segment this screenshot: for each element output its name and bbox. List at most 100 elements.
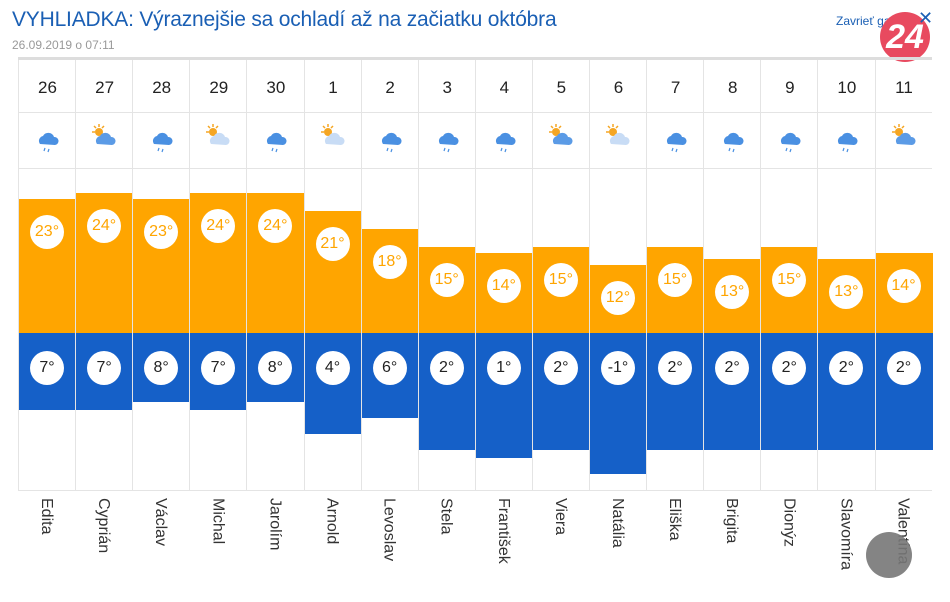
high-temp-bar: 15° [418,247,476,333]
day-number: 29 [209,78,229,97]
day-number: 7 [670,78,681,97]
low-temp-bar: 6° [361,333,419,418]
name-day: Edita [38,498,55,535]
sun-cloud-icon [547,122,577,158]
forecast-day: 30 24° 8° Jarolím [246,60,305,550]
low-temp: 4° [315,351,350,385]
low-temp-bar: 4° [304,333,362,434]
high-temp: 18° [372,245,407,279]
rain-icon [490,122,520,158]
name-day: Stela [437,498,455,535]
high-temp: 14° [886,269,921,303]
low-temp-bar: 2° [818,333,876,450]
low-temp: 6° [372,351,407,385]
rain-icon [433,122,463,158]
low-temp-bar: 2° [647,333,705,450]
high-temp: 15° [772,263,807,297]
name-day: Natália [609,498,626,548]
high-temp-bar: 15° [647,247,705,333]
low-temp: 2° [658,351,693,385]
rain-icon [718,122,748,158]
low-temp-bar: 8° [247,333,305,402]
low-temp: 2° [772,351,807,385]
high-temp-bar: 15° [761,247,819,333]
high-temp: 21° [315,227,350,261]
low-temp: 2° [543,351,578,385]
high-temp: 23° [144,215,179,249]
low-temp: 2° [886,351,921,385]
low-temp-bar: 2° [704,333,762,450]
high-temp-bar: 18° [361,229,419,333]
low-temp: 7° [87,351,122,385]
high-temp-bar: 13° [818,259,876,333]
rain-icon [832,122,862,158]
forecast-day: 29 24° 7° Michal [189,60,248,544]
name-day: Arnold [323,498,341,545]
day-number: 27 [95,78,115,97]
high-temp: 13° [715,275,750,309]
forecast-day: 28 23° 8° Václav [132,60,191,546]
name-day: Dionýz [780,498,798,547]
low-temp: -1° [601,351,635,385]
high-temp-bar: 14° [875,253,933,333]
low-temp: 1° [486,351,521,385]
high-temp: 24° [201,209,236,243]
rain-icon [33,122,63,158]
high-temp-bar: 24° [76,193,134,333]
forecast-day: 6 12° -1° Natália [589,60,647,548]
day-number: 26 [38,78,57,97]
low-temp: 7° [30,351,64,385]
high-temp-bar: 23° [133,199,191,333]
name-day: Michal [209,498,227,545]
low-temp-bar: 2° [761,333,819,450]
day-number: 3 [442,78,452,97]
high-temp: 15° [429,263,464,297]
sun-light-cloud-icon [204,122,234,158]
high-temp: 14° [486,269,521,303]
close-icon[interactable]: ✕ [918,8,934,28]
high-temp-bar: 21° [304,211,362,333]
high-temp: 13° [829,275,864,309]
low-temp-bar: 1° [475,333,533,458]
forecast-day: 2 18° 6° Levoslav [360,60,419,561]
day-number: 9 [785,78,795,97]
high-temp-bar: 13° [704,259,762,333]
sun-cloud-icon [890,122,920,158]
name-day: Jarolím [266,498,284,551]
low-temp-bar: 7° [19,333,76,410]
forecast-day: 5 15° 2° Viera [531,60,590,535]
high-temp-bar: 24° [190,193,248,333]
low-temp: 2° [829,351,864,385]
day-number: 4 [499,78,510,97]
low-temp-bar: 2° [532,333,590,450]
forecast-day: 8 13° 2° Brigita [703,60,762,543]
forecast-grid: 26 23° 7° Edita 27 24° 7° Cyprián 28 23° 8… [18,57,933,570]
day-number: 11 [895,78,913,97]
row-divider [18,490,932,491]
low-temp-bar: -1° [590,333,647,474]
rain-icon [376,122,406,158]
high-temp-bar: 15° [532,247,590,333]
publish-date: 26.09.2019 o 07:11 [12,38,115,52]
low-temp-bar: 8° [133,333,191,402]
rain-icon [661,122,691,158]
brightness-toggle-button[interactable] [866,532,912,578]
day-number: 30 [266,78,286,97]
day-number: 2 [385,78,395,97]
forecast-day: 1 21° 4° Arnold [303,60,362,544]
forecast-day: 3 15° 2° Stela [417,60,476,534]
rain-icon [775,122,805,158]
low-temp: 8° [258,351,293,385]
high-temp-bar: 23° [19,199,76,333]
low-temp: 7° [201,351,236,385]
name-day: Cyprián [95,498,113,554]
name-day: Levoslav [380,498,398,562]
forecast-day: 10 13° 2° Slavomíra [817,60,876,570]
low-temp: 2° [429,351,464,385]
rain-icon [261,122,291,158]
high-temp-bar: 12° [590,265,647,333]
low-temp-bar: 2° [875,333,933,450]
low-temp-bar: 7° [190,333,248,410]
name-day: František [494,498,512,564]
high-temp: 24° [258,209,293,243]
